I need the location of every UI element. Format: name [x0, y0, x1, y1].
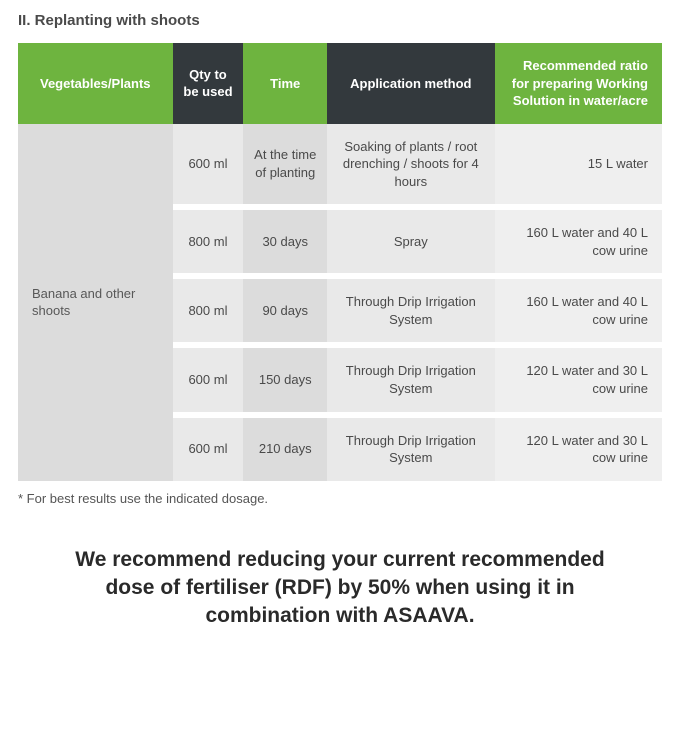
- cell-method: Through Drip Irrigation System: [327, 418, 494, 481]
- cell-method: Through Drip Irrigation System: [327, 279, 494, 342]
- header-ratio: Recommended ratio for preparing Working …: [495, 43, 662, 124]
- section-title: II. Replanting with shoots: [18, 12, 662, 29]
- cell-time: 30 days: [243, 210, 327, 273]
- header-veg: Vegetables/Plants: [18, 43, 173, 124]
- footnote: * For best results use the indicated dos…: [18, 491, 662, 506]
- recommendation-text: We recommend reducing your current recom…: [18, 546, 662, 631]
- cell-qty: 600 ml: [173, 348, 244, 411]
- cell-ratio: 120 L water and 30 L cow urine: [495, 348, 662, 411]
- table-row: Banana and other shoots600 mlAt the time…: [18, 124, 662, 205]
- cell-time: 150 days: [243, 348, 327, 411]
- cell-ratio: 120 L water and 30 L cow urine: [495, 418, 662, 481]
- header-qty: Qty to be used: [173, 43, 244, 124]
- dosage-table: Vegetables/Plants Qty to be used Time Ap…: [18, 43, 662, 481]
- table-header-row: Vegetables/Plants Qty to be used Time Ap…: [18, 43, 662, 124]
- cell-qty: 800 ml: [173, 210, 244, 273]
- cell-ratio: 15 L water: [495, 124, 662, 205]
- cell-method: Soaking of plants / root drenching / sho…: [327, 124, 494, 205]
- cell-method: Spray: [327, 210, 494, 273]
- cell-qty: 800 ml: [173, 279, 244, 342]
- cell-qty: 600 ml: [173, 124, 244, 205]
- cell-qty: 600 ml: [173, 418, 244, 481]
- cell-time: 90 days: [243, 279, 327, 342]
- cell-time: At the time of planting: [243, 124, 327, 205]
- cell-ratio: 160 L water and 40 L cow urine: [495, 279, 662, 342]
- header-time: Time: [243, 43, 327, 124]
- cell-ratio: 160 L water and 40 L cow urine: [495, 210, 662, 273]
- cell-time: 210 days: [243, 418, 327, 481]
- veg-cell: Banana and other shoots: [18, 124, 173, 481]
- cell-method: Through Drip Irrigation System: [327, 348, 494, 411]
- header-method: Application method: [327, 43, 494, 124]
